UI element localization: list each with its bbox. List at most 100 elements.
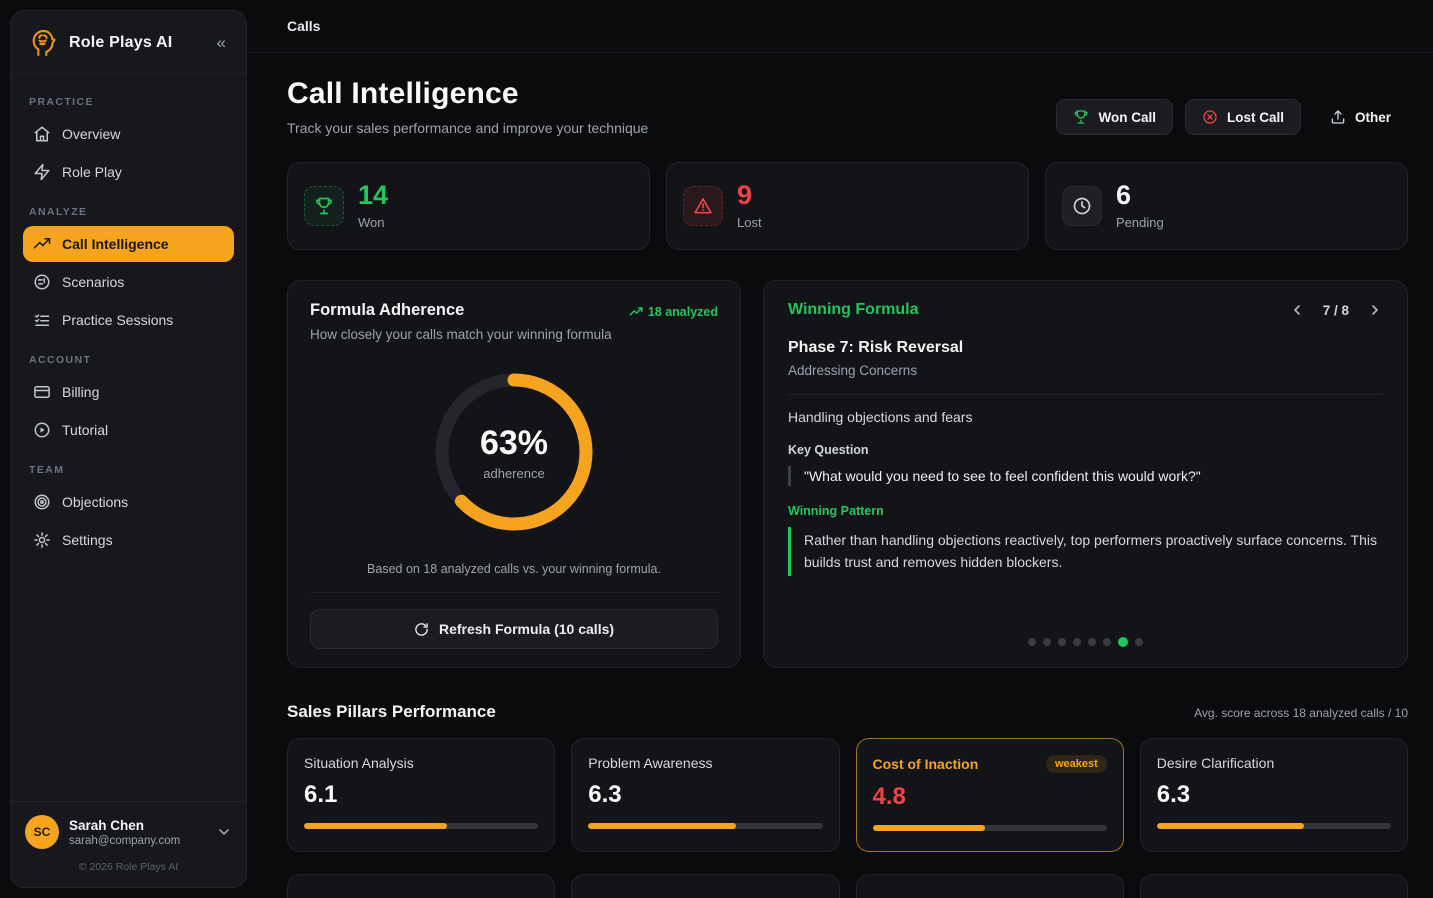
sidebar-item-label: Call Intelligence: [62, 236, 169, 252]
topbar: Calls: [247, 0, 1433, 53]
sidebar-item-settings[interactable]: Settings: [23, 522, 234, 558]
copyright: © 2026 Role Plays AI: [78, 861, 179, 873]
won-label: Won: [358, 215, 385, 230]
phase-pager: 7 / 8: [1289, 302, 1383, 318]
chevron-down-icon[interactable]: [216, 824, 232, 840]
pillars-grid-row2: [287, 874, 1408, 898]
pillar-progress-track: [588, 823, 823, 829]
list-checks-icon: [34, 314, 50, 326]
pillar-card-situation-analysis: Situation Analysis 6.1: [287, 738, 556, 852]
pillar-progress-fill: [588, 823, 736, 829]
gear-icon: [34, 532, 50, 548]
trophy-icon: [304, 186, 344, 226]
pillar-card-partial: [287, 874, 556, 898]
main-area: Calls Call Intelligence Track your sales…: [247, 0, 1433, 898]
carousel-dot-6[interactable]: [1103, 638, 1111, 646]
refresh-formula-button[interactable]: Refresh Formula (10 calls): [310, 609, 718, 649]
carousel-dot-7[interactable]: [1118, 637, 1128, 647]
sidebar-item-label: Tutorial: [62, 422, 109, 438]
sidebar-item-billing[interactable]: Billing: [23, 374, 234, 410]
pillar-progress-fill: [304, 823, 447, 829]
sidebar-item-label: Role Play: [62, 164, 122, 180]
sidebar: Role Plays AI « PRACTICE Overview Role P…: [10, 10, 247, 888]
carousel-dot-5[interactable]: [1088, 638, 1096, 646]
adherence-percent: 63%: [479, 423, 549, 462]
credit-card-icon: [34, 386, 50, 398]
page-title: Call Intelligence: [287, 77, 519, 110]
won-call-button[interactable]: Won Call: [1056, 99, 1173, 135]
trending-up-icon: [33, 238, 51, 249]
page-subtitle: Track your sales performance and improve…: [287, 120, 649, 136]
carousel-dot-4[interactable]: [1073, 638, 1081, 646]
phase-title: Phase 7: Risk Reversal: [788, 339, 964, 356]
stat-card-pending: 6 Pending: [1045, 162, 1408, 250]
target-icon: [34, 494, 50, 510]
pillar-card-problem-awareness: Problem Awareness 6.3: [571, 738, 840, 852]
clock-icon: [1062, 186, 1102, 226]
pillar-label: Cost of Inaction: [872, 756, 979, 772]
winning-formula-card: Winning Formula 7 / 8 Phase 7: Risk Reve…: [763, 280, 1408, 668]
sidebar-item-practice-sessions[interactable]: Practice Sessions: [23, 302, 234, 338]
pillars-title: Sales Pillars Performance: [287, 702, 496, 721]
chevron-right-icon[interactable]: [1367, 302, 1383, 318]
adherence-donut: 63% adherence: [428, 366, 600, 538]
brand-title: Role Plays AI: [69, 34, 173, 51]
carousel-dot-1[interactable]: [1028, 638, 1036, 646]
key-question-label: Key Question: [788, 443, 869, 457]
pillar-score: 4.8: [872, 783, 906, 810]
sidebar-item-tutorial[interactable]: Tutorial: [23, 412, 234, 448]
winning-formula-title: Winning Formula: [788, 301, 919, 318]
sidebar-item-label: Billing: [62, 384, 100, 400]
sidebar-item-scenarios[interactable]: Scenarios: [23, 264, 234, 300]
trending-up-icon: [629, 307, 643, 316]
sidebar-item-objections[interactable]: Objections: [23, 484, 234, 520]
stats-row: 14 Won 9 Lost 6 Pending: [287, 162, 1408, 250]
pillars-grid: Situation Analysis 6.1 Problem Awareness…: [287, 738, 1408, 852]
nav-section-practice: PRACTICE: [29, 96, 94, 108]
formula-adherence-subtitle: How closely your calls match your winnin…: [310, 327, 612, 342]
chevron-left-icon[interactable]: [1289, 302, 1305, 318]
carousel-dot-8[interactable]: [1135, 638, 1143, 646]
sidebar-item-role-play[interactable]: Role Play: [23, 154, 234, 190]
nav-section-account: ACCOUNT: [29, 354, 92, 366]
pillar-card-desire-clarification: Desire Clarification 6.3: [1139, 738, 1408, 852]
carousel-dot-2[interactable]: [1043, 638, 1051, 646]
pillar-card-partial: [571, 874, 840, 898]
adherence-footnote: Based on 18 analyzed calls vs. your winn…: [367, 562, 661, 576]
won-call-label: Won Call: [1098, 109, 1156, 125]
won-count: 14: [358, 180, 389, 210]
pillar-label: Problem Awareness: [588, 755, 713, 771]
sidebar-item-call-intelligence[interactable]: Call Intelligence: [23, 226, 234, 262]
home-icon: [34, 126, 50, 142]
sidebar-item-label: Overview: [62, 126, 121, 142]
brand-row: Role Plays AI «: [11, 11, 246, 74]
pillar-card-partial: [855, 874, 1124, 898]
sidebar-collapse-button[interactable]: «: [216, 33, 226, 52]
phase-page-indicator: 7 / 8: [1322, 302, 1349, 318]
pillar-progress-fill: [1156, 823, 1305, 829]
lost-label: Lost: [737, 215, 762, 230]
divider: [310, 592, 718, 593]
user-block: SC Sarah Chen sarah@company.com © 2026 R…: [11, 801, 246, 887]
zap-icon: [34, 163, 50, 181]
adherence-caption: adherence: [483, 465, 545, 481]
pillar-progress-fill: [872, 825, 985, 831]
sidebar-item-overview[interactable]: Overview: [23, 116, 234, 152]
refresh-icon: [415, 622, 428, 636]
adherence-arc: [435, 373, 593, 531]
x-circle-icon: [1203, 110, 1217, 124]
user-row[interactable]: SC Sarah Chen sarah@company.com: [25, 815, 232, 849]
lost-call-button[interactable]: Lost Call: [1184, 99, 1301, 135]
nav-section-team: TEAM: [29, 464, 65, 476]
other-upload-button[interactable]: Other: [1313, 99, 1408, 135]
sidebar-item-label: Scenarios: [62, 274, 125, 290]
pillar-card-partial: [1139, 874, 1408, 898]
lost-call-label: Lost Call: [1226, 109, 1284, 125]
sidebar-item-label: Practice Sessions: [62, 312, 174, 328]
user-email: sarah@company.com: [69, 834, 181, 847]
pillar-progress-track: [304, 823, 539, 829]
carousel-dot-3[interactable]: [1058, 638, 1066, 646]
weakest-badge: weakest: [1045, 755, 1107, 773]
brain-logo-icon: [32, 29, 56, 57]
key-question-quote: "What would you need to see to feel conf…: [788, 466, 1383, 486]
